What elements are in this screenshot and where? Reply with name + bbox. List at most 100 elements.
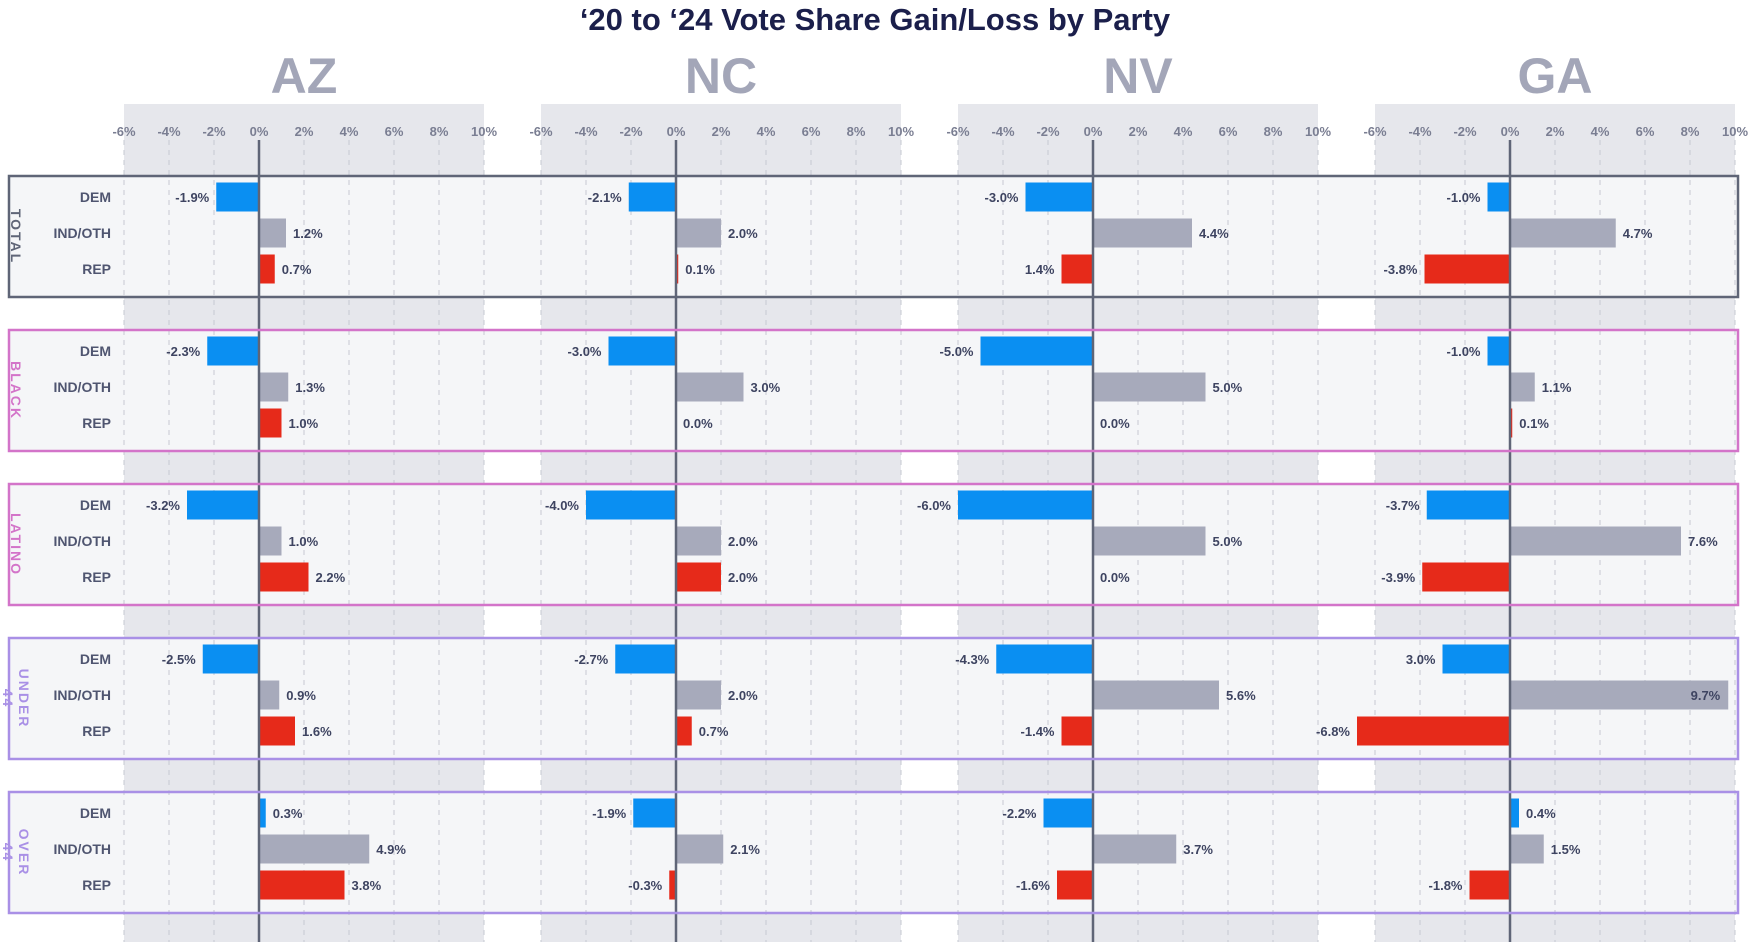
row-label: DEM	[80, 805, 111, 821]
value-label: -2.5%	[162, 652, 196, 667]
value-label: 3.8%	[352, 878, 382, 893]
value-label: -1.8%	[1429, 878, 1463, 893]
value-label: 0.9%	[286, 688, 316, 703]
row-label: IND/OTH	[53, 533, 111, 549]
value-label: 0.0%	[683, 416, 713, 431]
tick-label: 0%	[667, 124, 686, 139]
row-label: REP	[82, 415, 111, 431]
tick-label: 8%	[1264, 124, 1283, 139]
row-label: REP	[82, 569, 111, 585]
bar-az-dem	[202, 644, 259, 674]
row-label: DEM	[80, 189, 111, 205]
value-label: 4.4%	[1199, 226, 1229, 241]
chart-title: ‘20 to ‘24 Vote Share Gain/Loss by Party	[579, 2, 1171, 37]
value-label: -2.2%	[1003, 806, 1037, 821]
bar-az-rep	[259, 408, 282, 438]
bar-nc-dem	[628, 182, 676, 212]
tick-label: 10%	[1722, 124, 1748, 139]
group-box-latino	[7, 482, 1740, 607]
group-label-total: TOTAL	[8, 209, 24, 264]
value-label: 0.1%	[685, 262, 715, 277]
tick-label: 6%	[1636, 124, 1655, 139]
tick-label: 4%	[1591, 124, 1610, 139]
bar-nc-rep	[676, 716, 692, 746]
row-label: DEM	[80, 651, 111, 667]
value-label: -2.1%	[588, 190, 622, 205]
bar-az-rep	[259, 254, 275, 284]
row-label: IND/OTH	[53, 225, 111, 241]
bar-ga-ind-oth	[1510, 834, 1544, 864]
value-label: 9.7%	[1691, 688, 1721, 703]
group-label-line: 44	[0, 843, 16, 863]
tick-label: -2%	[619, 124, 643, 139]
bar-ga-ind-oth	[1510, 526, 1681, 556]
bar-nc-dem	[633, 798, 676, 828]
bar-ga-dem	[1487, 336, 1510, 366]
value-label: -4.0%	[545, 498, 579, 513]
value-label: 0.1%	[1519, 416, 1549, 431]
value-label: 1.0%	[289, 416, 319, 431]
tick-label: -6%	[1363, 124, 1387, 139]
bar-nv-dem	[1025, 182, 1093, 212]
value-label: 0.4%	[1526, 806, 1556, 821]
row-label: REP	[82, 877, 111, 893]
bar-nc-ind-oth	[676, 526, 721, 556]
row-label: REP	[82, 723, 111, 739]
value-label: -1.6%	[1016, 878, 1050, 893]
bar-nc-dem	[615, 644, 676, 674]
tick-label: 0%	[1084, 124, 1103, 139]
tick-label: 4%	[340, 124, 359, 139]
group-box-black	[7, 328, 1740, 453]
value-label: 0.0%	[1100, 416, 1130, 431]
group-box-under-44	[7, 636, 1740, 761]
bar-nc-ind-oth	[676, 680, 721, 710]
bar-az-rep	[259, 716, 295, 746]
value-label: -3.0%	[568, 344, 602, 359]
value-label: -1.9%	[175, 190, 209, 205]
group-label-line: UNDER	[16, 669, 32, 729]
bar-ga-dem	[1442, 644, 1510, 674]
tick-label: -2%	[1036, 124, 1060, 139]
value-label: 2.2%	[316, 570, 346, 585]
group-label-black: BLACK	[8, 361, 24, 420]
value-label: 1.3%	[295, 380, 325, 395]
tick-label: 4%	[757, 124, 776, 139]
panel-title-nv: NV	[1103, 48, 1173, 104]
value-label: 7.6%	[1688, 534, 1718, 549]
value-label: 5.0%	[1213, 534, 1243, 549]
value-label: 5.0%	[1213, 380, 1243, 395]
bar-nv-rep	[1057, 870, 1093, 900]
bar-nv-dem	[1043, 798, 1093, 828]
bar-nc-ind-oth	[676, 372, 744, 402]
value-label: -3.2%	[146, 498, 180, 513]
value-label: 1.4%	[1025, 262, 1055, 277]
tick-label: 8%	[1681, 124, 1700, 139]
value-label: 2.0%	[728, 534, 758, 549]
value-label: -1.4%	[1021, 724, 1055, 739]
tick-label: 6%	[1219, 124, 1238, 139]
value-label: 3.0%	[751, 380, 781, 395]
bar-nv-dem	[958, 490, 1093, 520]
value-label: 5.6%	[1226, 688, 1256, 703]
tick-label: 6%	[385, 124, 404, 139]
value-label: -3.0%	[985, 190, 1019, 205]
value-label: 0.0%	[1100, 570, 1130, 585]
bar-nv-dem	[996, 644, 1093, 674]
value-label: -4.3%	[955, 652, 989, 667]
bar-nv-ind-oth	[1093, 372, 1206, 402]
value-label: -1.0%	[1447, 190, 1481, 205]
bar-ga-ind-oth	[1510, 372, 1535, 402]
tick-label: 10%	[1305, 124, 1331, 139]
value-label: -3.8%	[1384, 262, 1418, 277]
tick-label: 2%	[712, 124, 731, 139]
group-box-over-44	[7, 790, 1740, 915]
tick-label: 10%	[471, 124, 497, 139]
value-label: -3.9%	[1381, 570, 1415, 585]
bar-az-ind-oth	[259, 372, 289, 402]
bar-az-dem	[216, 182, 259, 212]
tick-label: 2%	[1129, 124, 1148, 139]
bar-az-dem	[207, 336, 259, 366]
value-label: -1.0%	[1447, 344, 1481, 359]
bar-nc-dem	[608, 336, 676, 366]
tick-label: 2%	[295, 124, 314, 139]
